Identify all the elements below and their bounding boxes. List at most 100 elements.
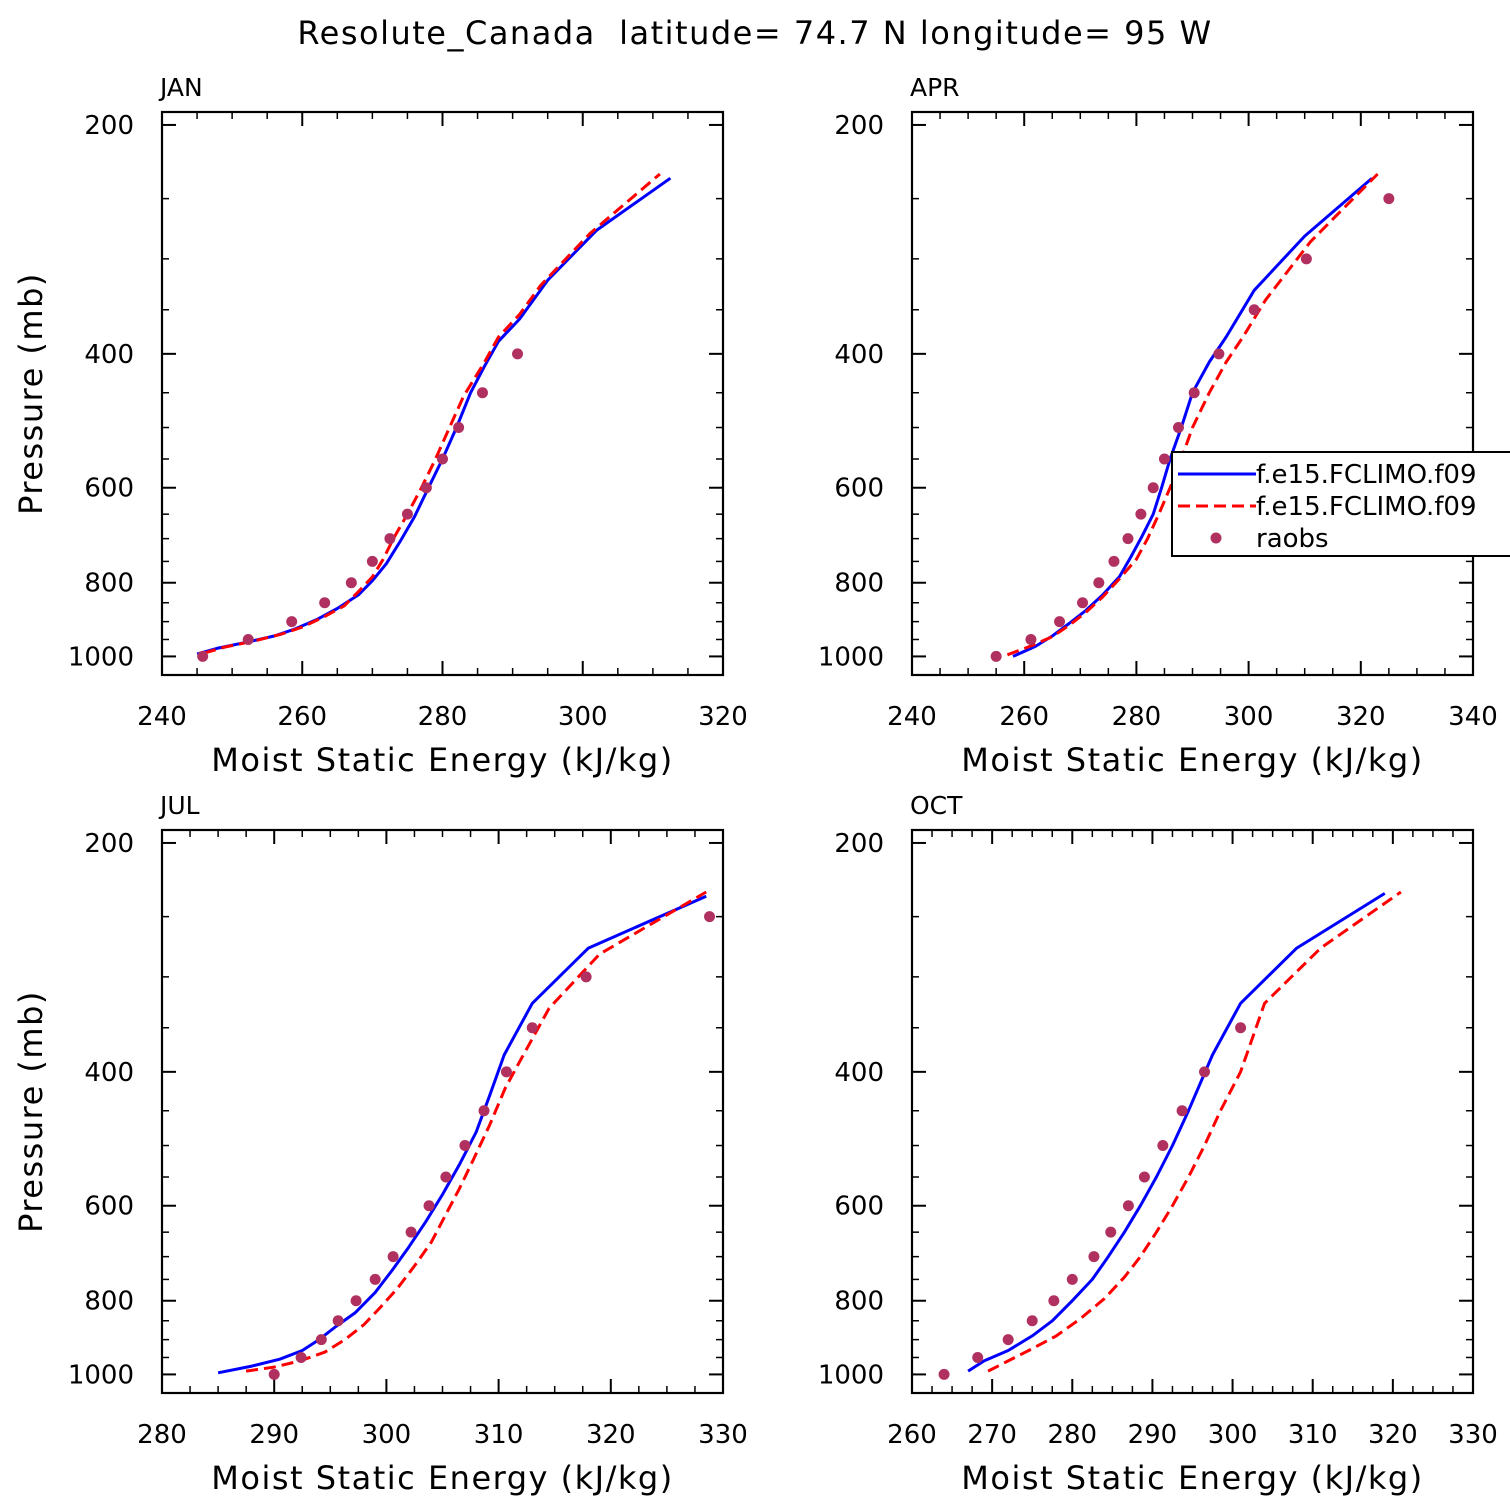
- raobs-point: [315, 1334, 327, 1346]
- y-tick-label: 200: [84, 829, 134, 859]
- raobs-point: [1088, 1251, 1100, 1263]
- series-line-solid: [967, 892, 1386, 1373]
- y-tick-label: 200: [84, 111, 134, 141]
- x-tick-label: 300: [558, 702, 608, 732]
- raobs-point: [1054, 616, 1066, 628]
- raobs-point: [453, 422, 465, 434]
- y-axis-label: Pressure (mb): [12, 990, 50, 1233]
- x-tick-label: 290: [1128, 1420, 1178, 1450]
- x-tick-label: 240: [137, 702, 187, 732]
- raobs-point: [1093, 577, 1105, 589]
- raobs-point: [242, 633, 254, 645]
- y-tick-label: 600: [834, 474, 884, 504]
- raobs-point: [437, 453, 448, 465]
- raobs-point: [1002, 1334, 1014, 1346]
- x-tick-label: 290: [249, 1420, 299, 1450]
- panel-jan: 240 260 280 300 320 200 400 600 800 1000 JAN Moist …: [12, 73, 748, 779]
- legend-label: raobs: [1256, 524, 1329, 554]
- raobs-point: [500, 1066, 512, 1078]
- legend-label: f.e15.FCLIMO.f09: [1256, 492, 1476, 522]
- panel-title: APR: [910, 73, 960, 102]
- y-tick-label: 600: [834, 1192, 884, 1222]
- raobs-point: [704, 911, 716, 923]
- raobs-point: [1138, 1171, 1150, 1183]
- x-tick-label: 280: [418, 702, 468, 732]
- raobs-point: [387, 1251, 399, 1263]
- raobs-point: [512, 348, 524, 360]
- y-tick-label: 200: [834, 111, 884, 141]
- raobs-point: [420, 482, 432, 494]
- raobs-point: [197, 650, 209, 662]
- raobs-point: [1199, 1066, 1211, 1078]
- raobs-point: [938, 1368, 950, 1380]
- x-tick-label: 260: [277, 702, 327, 732]
- y-tick-label: 1000: [68, 1360, 134, 1390]
- y-tick-label: 600: [84, 1192, 134, 1222]
- x-tick-label: 260: [999, 702, 1049, 732]
- x-axis-label: Moist Static Energy (kJ/kg): [211, 741, 673, 779]
- panel-title: JAN: [158, 73, 203, 102]
- panel-title: JUL: [158, 791, 200, 820]
- x-tick-label: 330: [1448, 1420, 1498, 1450]
- y-tick-label: 400: [834, 340, 884, 370]
- raobs-point: [1026, 1315, 1038, 1327]
- x-tick-label: 280: [137, 1420, 187, 1450]
- figure-title: Resolute_Canada latitude= 74.7 N longitu…: [297, 14, 1212, 52]
- series-line-solid: [217, 894, 707, 1375]
- legend-box: [1171, 451, 1510, 557]
- y-tick-label: 200: [834, 829, 884, 859]
- x-tick-label: 300: [1208, 1420, 1258, 1450]
- raobs-point: [1135, 508, 1147, 520]
- x-tick-label: 340: [1448, 702, 1498, 732]
- x-tick-label: 270: [967, 1420, 1017, 1450]
- y-tick-label: 800: [834, 569, 884, 599]
- x-axis-label: Moist Static Energy (kJ/kg): [961, 741, 1423, 779]
- x-tick-label: 320: [698, 702, 748, 732]
- plot-frame: [160, 828, 725, 1395]
- raobs-point: [1025, 633, 1037, 645]
- x-tick-label: 310: [1288, 1420, 1338, 1450]
- y-tick-label: 400: [84, 340, 134, 370]
- y-tick-label: 600: [84, 474, 134, 504]
- raobs-point: [1077, 597, 1089, 609]
- raobs-point: [1147, 482, 1159, 494]
- raobs-point: [332, 1315, 344, 1327]
- raobs-point: [1122, 1200, 1134, 1212]
- raobs-point: [440, 1171, 452, 1183]
- raobs-point: [1188, 387, 1200, 399]
- x-axis-label: Moist Static Energy (kJ/kg): [961, 1459, 1423, 1497]
- x-axis-label: Moist Static Energy (kJ/kg): [211, 1459, 673, 1497]
- raobs-point: [1213, 348, 1225, 360]
- raobs-point: [459, 1140, 471, 1152]
- raobs-point: [1066, 1273, 1078, 1285]
- raobs-point: [350, 1295, 362, 1307]
- x-tick-label: 320: [1368, 1420, 1418, 1450]
- y-tick-label: 400: [834, 1058, 884, 1088]
- raobs-point: [1300, 253, 1312, 265]
- raobs-point: [476, 387, 488, 399]
- x-tick-label: 240: [887, 702, 937, 732]
- raobs-point: [1048, 1295, 1060, 1307]
- raobs-point: [423, 1200, 435, 1212]
- x-tick-label: 320: [1336, 702, 1386, 732]
- y-tick-label: 800: [84, 569, 134, 599]
- series-line-solid: [1012, 177, 1373, 658]
- raobs-point: [1122, 533, 1134, 545]
- raobs-point: [1108, 555, 1120, 567]
- raobs-point: [366, 555, 378, 567]
- panel-oct: 260 270 280 290 300 310 320 330 200 400 600 800 1000…: [818, 791, 1498, 1497]
- raobs-point: [1176, 1105, 1188, 1117]
- raobs-point: [1157, 1140, 1169, 1152]
- series-line-dashed: [203, 172, 661, 655]
- y-tick-label: 800: [834, 1287, 884, 1317]
- raobs-point: [526, 1022, 538, 1034]
- raobs-point: [1105, 1226, 1117, 1238]
- x-tick-label: 280: [1047, 1420, 1097, 1450]
- x-tick-label: 300: [362, 1420, 412, 1450]
- panel-title: OCT: [910, 791, 963, 820]
- raobs-point: [345, 577, 357, 589]
- y-tick-label: 800: [84, 1287, 134, 1317]
- y-axis-label: Pressure (mb): [12, 272, 50, 515]
